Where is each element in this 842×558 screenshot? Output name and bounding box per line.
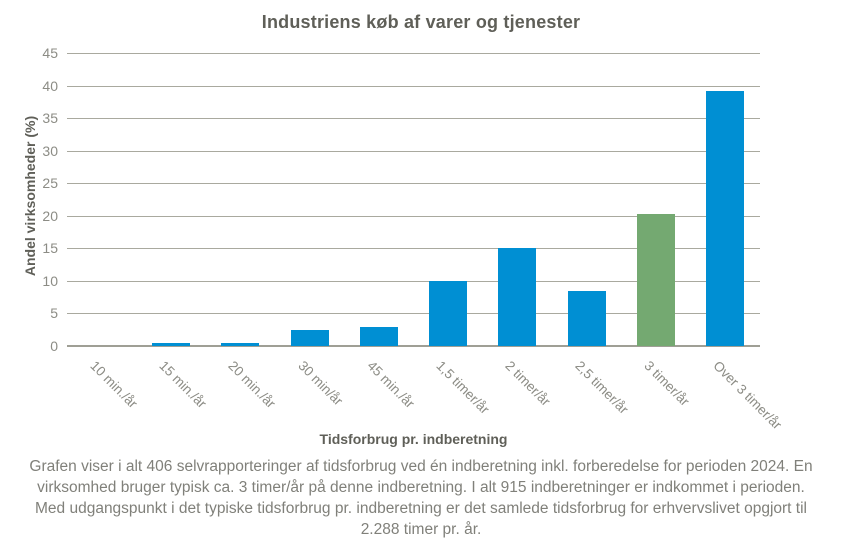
plot-area <box>67 53 760 347</box>
bar-15 min./år <box>151 342 190 346</box>
y-tick-label-10: 10 <box>42 272 58 289</box>
gridline-40 <box>67 85 760 87</box>
gridline-45 <box>67 53 760 54</box>
y-tick-label-35: 35 <box>42 110 58 127</box>
chart-title: Industriens køb af varer og tjenester <box>261 12 581 32</box>
gridline-15 <box>67 248 760 250</box>
x-axis-line <box>67 345 760 347</box>
y-tick-label-5: 5 <box>50 305 58 322</box>
gridline-10 <box>67 280 760 282</box>
x-category-label-3 timer/år: 3 timer/år <box>641 358 693 409</box>
gridline-25 <box>67 183 760 185</box>
x-category-label-Over 3 timer/år: Over 3 timer/år <box>710 358 786 433</box>
y-tick-label-45: 45 <box>42 45 58 61</box>
x-axis-title: Tidsforbrug pr. indberetning <box>319 431 508 447</box>
y-tick-label-25: 25 <box>42 175 58 192</box>
gridline-35 <box>67 118 760 120</box>
x-category-label-30 min/år: 30 min/år <box>294 358 346 409</box>
x-category-label-10 min./år: 10 min./år <box>87 358 141 412</box>
bar-2 timer/år <box>498 248 537 346</box>
x-category-label-45 min./år: 45 min./år <box>364 358 418 412</box>
y-tick-label-40: 40 <box>42 77 58 94</box>
y-tick-label-20: 20 <box>42 207 58 224</box>
x-category-label-2 timer/år: 2 timer/år <box>502 358 554 409</box>
x-category-label-2,5 timer/år: 2,5 timer/år <box>572 358 632 417</box>
bar-Over 3 timer/år <box>706 91 745 346</box>
y-tick-label-0: 0 <box>50 338 58 354</box>
x-category-label-20 min./år: 20 min./år <box>225 358 279 412</box>
bar-20 min./år <box>221 342 260 346</box>
y-tick-label-15: 15 <box>42 240 58 257</box>
bar-1,5 timer/år <box>429 280 468 346</box>
caption-text: Grafen viser i alt 406 selvrapporteringe… <box>29 458 813 538</box>
gridline-5 <box>67 313 760 315</box>
x-category-label-15 min./år: 15 min./år <box>156 358 210 412</box>
gridline-30 <box>67 150 760 152</box>
bar-30 min/år <box>290 330 329 346</box>
bar-45 min./år <box>359 327 398 346</box>
gridline-20 <box>67 215 760 217</box>
y-tick-label-30: 30 <box>42 142 58 159</box>
bar-3 timer/år <box>637 213 676 346</box>
x-category-label-1,5 timer/år: 1,5 timer/år <box>433 358 493 417</box>
bar-2,5 timer/år <box>567 290 606 346</box>
